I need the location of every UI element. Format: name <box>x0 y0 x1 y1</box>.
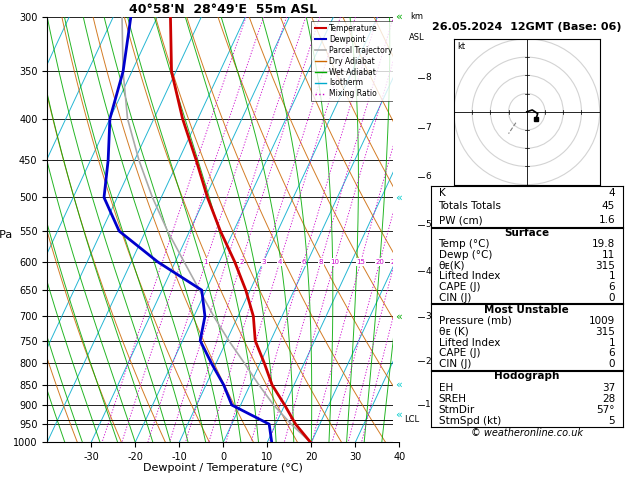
Text: Lifted Index: Lifted Index <box>438 337 500 347</box>
Text: 1: 1 <box>425 400 431 409</box>
Text: 19.8: 19.8 <box>592 239 615 249</box>
Title: 40°58'N  28°49'E  55m ASL: 40°58'N 28°49'E 55m ASL <box>129 3 318 16</box>
X-axis label: Dewpoint / Temperature (°C): Dewpoint / Temperature (°C) <box>143 463 303 473</box>
Text: 4: 4 <box>608 188 615 197</box>
Text: SREH: SREH <box>438 394 467 404</box>
Text: 8: 8 <box>425 73 431 82</box>
Text: θᴇ(K): θᴇ(K) <box>438 260 465 271</box>
Text: 6: 6 <box>608 348 615 359</box>
Text: «: « <box>396 380 402 390</box>
Text: ASL: ASL <box>409 33 425 42</box>
Text: 2: 2 <box>425 357 431 366</box>
Text: 11: 11 <box>602 250 615 260</box>
Text: 10: 10 <box>330 259 339 265</box>
Text: 1: 1 <box>204 259 208 265</box>
Text: 1009: 1009 <box>589 315 615 326</box>
Text: «: « <box>396 311 402 321</box>
Text: K: K <box>438 188 445 197</box>
Text: Lifted Index: Lifted Index <box>438 271 500 281</box>
Text: 5: 5 <box>608 416 615 426</box>
Text: 1.6: 1.6 <box>598 215 615 225</box>
Text: Hodograph: Hodograph <box>494 371 559 382</box>
Text: 6: 6 <box>608 282 615 292</box>
Text: 0: 0 <box>608 293 615 303</box>
Text: «: « <box>396 12 402 22</box>
Text: Surface: Surface <box>504 228 549 238</box>
Text: 6: 6 <box>425 173 431 181</box>
Text: StmDir: StmDir <box>438 405 475 415</box>
Text: © weatheronline.co.uk: © weatheronline.co.uk <box>470 428 583 437</box>
Text: CAPE (J): CAPE (J) <box>438 348 480 359</box>
Text: 5: 5 <box>425 220 431 229</box>
Text: StmSpd (kt): StmSpd (kt) <box>438 416 501 426</box>
Text: 3: 3 <box>425 312 431 321</box>
Text: 45: 45 <box>602 201 615 211</box>
Text: 1: 1 <box>608 271 615 281</box>
Text: 37: 37 <box>602 382 615 393</box>
Text: 4: 4 <box>277 259 282 265</box>
Text: PW (cm): PW (cm) <box>438 215 482 225</box>
Text: Most Unstable: Most Unstable <box>484 305 569 315</box>
Text: Totals Totals: Totals Totals <box>438 201 501 211</box>
Text: 15: 15 <box>356 259 365 265</box>
Text: 2: 2 <box>239 259 243 265</box>
Legend: Temperature, Dewpoint, Parcel Trajectory, Dry Adiabat, Wet Adiabat, Isotherm, Mi: Temperature, Dewpoint, Parcel Trajectory… <box>311 21 396 102</box>
Text: EH: EH <box>438 382 453 393</box>
Text: 20: 20 <box>376 259 384 265</box>
Text: 0: 0 <box>608 359 615 369</box>
Text: CAPE (J): CAPE (J) <box>438 282 480 292</box>
Text: 28: 28 <box>602 394 615 404</box>
Text: LCL: LCL <box>404 415 419 424</box>
Text: θᴇ (K): θᴇ (K) <box>438 327 468 337</box>
Text: 7: 7 <box>425 123 431 132</box>
Text: «: « <box>396 410 402 420</box>
Text: 1: 1 <box>608 337 615 347</box>
Text: CIN (J): CIN (J) <box>438 293 471 303</box>
Text: 3: 3 <box>261 259 266 265</box>
Text: Dewp (°C): Dewp (°C) <box>438 250 492 260</box>
Text: 4: 4 <box>425 267 431 276</box>
Text: 8: 8 <box>319 259 323 265</box>
Text: 315: 315 <box>595 327 615 337</box>
Text: CIN (J): CIN (J) <box>438 359 471 369</box>
Text: 6: 6 <box>301 259 306 265</box>
Text: Temp (°C): Temp (°C) <box>438 239 490 249</box>
Text: km: km <box>410 12 423 20</box>
Text: «: « <box>396 192 402 203</box>
Text: 25: 25 <box>391 259 399 265</box>
Y-axis label: hPa: hPa <box>0 230 12 240</box>
Text: 26.05.2024  12GMT (Base: 06): 26.05.2024 12GMT (Base: 06) <box>432 22 621 32</box>
Text: 315: 315 <box>595 260 615 271</box>
Text: kt: kt <box>457 42 465 51</box>
Text: Mixing Ratio (g/kg): Mixing Ratio (g/kg) <box>403 187 412 273</box>
Text: Pressure (mb): Pressure (mb) <box>438 315 511 326</box>
Text: 57°: 57° <box>596 405 615 415</box>
